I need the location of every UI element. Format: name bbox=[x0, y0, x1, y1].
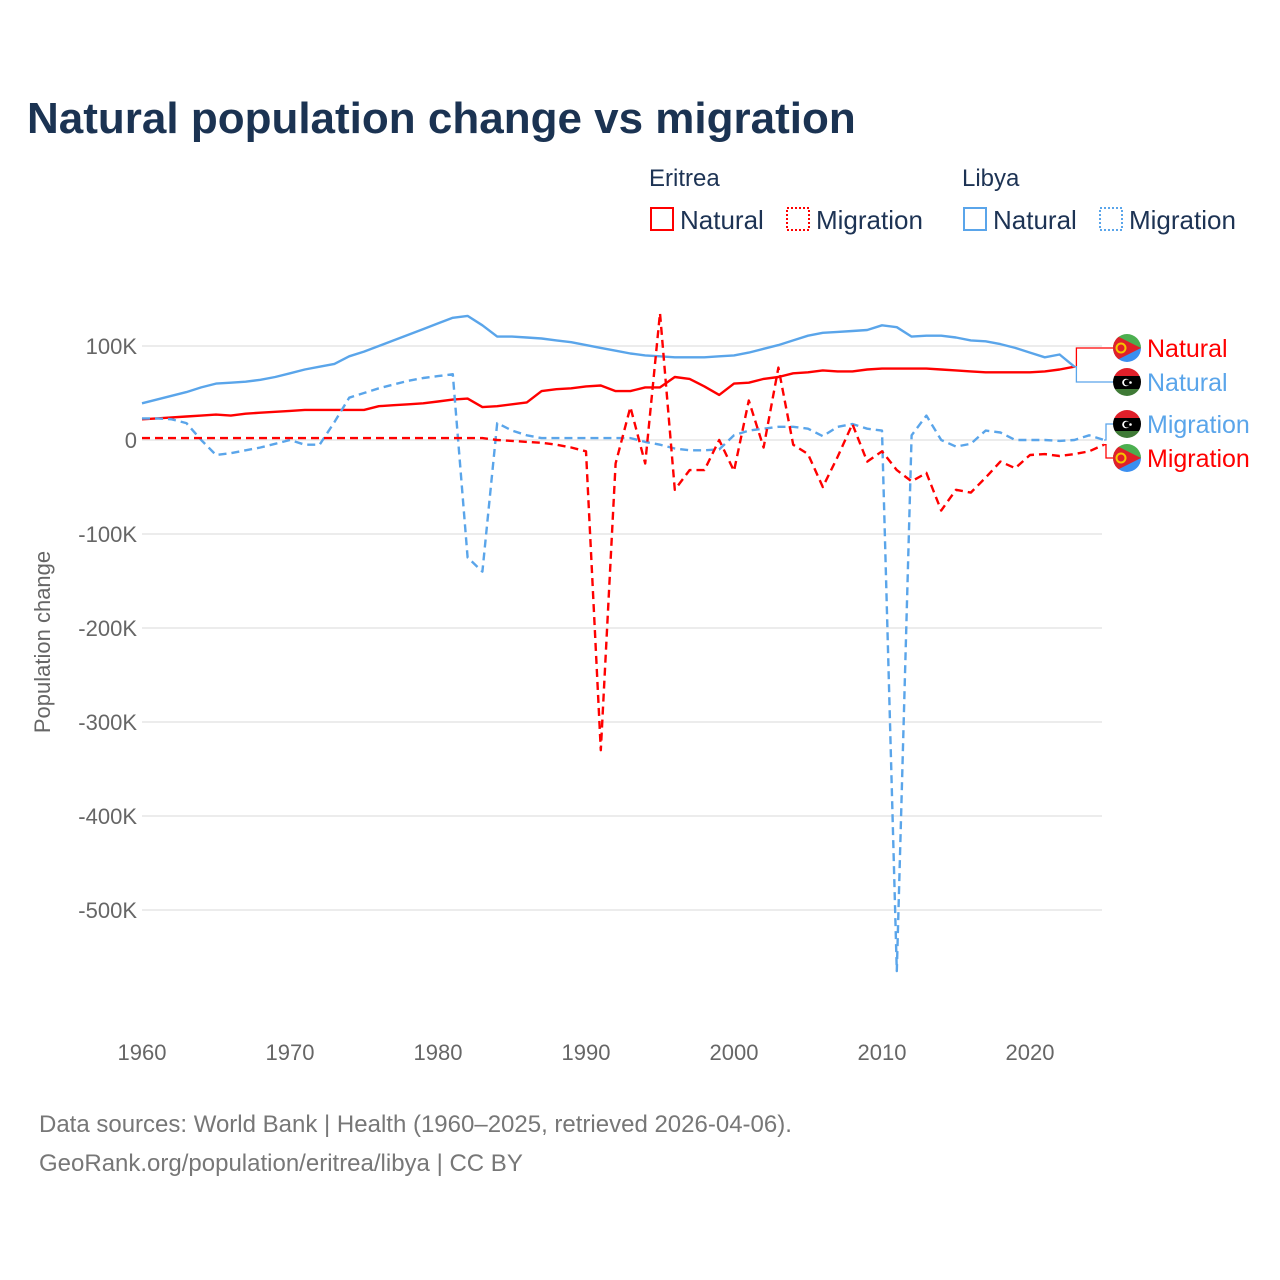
x-tick-label: 1960 bbox=[118, 1040, 167, 1065]
chart-title: Natural population change vs migration bbox=[27, 94, 856, 143]
legend-swatch-eritrea-natural bbox=[650, 207, 674, 231]
legend-item-eritrea-natural[interactable]: Natural bbox=[680, 205, 764, 235]
legend-swatch-eritrea-migration bbox=[786, 207, 810, 231]
series-line-eritrea-natural[interactable] bbox=[141, 365, 1075, 421]
end-label-libya-natural: Natural bbox=[1147, 369, 1228, 397]
y-axis-label: Population change bbox=[30, 551, 55, 733]
legend-swatch-libya-natural bbox=[963, 207, 987, 231]
legend-item-libya-migration[interactable]: Migration bbox=[1129, 205, 1236, 235]
y-tick-label: -200K bbox=[78, 616, 137, 641]
y-axis: 100K 0 -100K -200K -300K -400K -500K bbox=[78, 334, 137, 923]
flag-libya-icon bbox=[1113, 368, 1141, 396]
series-line-libya-migration[interactable] bbox=[142, 373, 1105, 973]
y-tick-label: -500K bbox=[78, 898, 137, 923]
y-tick-label: 100K bbox=[86, 334, 138, 359]
gridlines bbox=[142, 345, 1102, 911]
y-tick-label: -400K bbox=[78, 804, 137, 829]
end-labels: Natural Natural Migration Migration bbox=[1074, 334, 1250, 473]
legend-group-eritrea: Eritrea bbox=[649, 165, 720, 192]
y-tick-label: -300K bbox=[78, 710, 137, 735]
end-label-eritrea-natural: Natural bbox=[1147, 335, 1228, 363]
x-tick-label: 2010 bbox=[858, 1040, 907, 1065]
source-line-2[interactable]: GeoRank.org/population/eritrea/libya | C… bbox=[39, 1150, 523, 1177]
flag-eritrea-icon bbox=[1113, 444, 1141, 472]
label-connector bbox=[1074, 347, 1113, 368]
end-label-eritrea-migration: Migration bbox=[1147, 445, 1250, 473]
legend-group-libya: Libya bbox=[962, 165, 1020, 192]
series-line-libya-natural[interactable] bbox=[141, 314, 1076, 405]
legend-item-libya-natural[interactable]: Natural bbox=[993, 205, 1077, 235]
legend-item-eritrea-migration[interactable]: Migration bbox=[816, 205, 923, 235]
end-label-libya-migration: Migration bbox=[1147, 411, 1250, 439]
legend-swatch-libya-migration bbox=[1099, 207, 1123, 231]
x-tick-label: 2000 bbox=[710, 1040, 759, 1065]
label-connector bbox=[1104, 444, 1113, 459]
label-connector bbox=[1074, 366, 1113, 383]
series-lines bbox=[141, 311, 1105, 973]
x-tick-label: 1990 bbox=[562, 1040, 611, 1065]
x-tick-label: 2020 bbox=[1006, 1040, 1055, 1065]
flag-libya-icon bbox=[1113, 410, 1141, 438]
flag-eritrea-icon bbox=[1113, 334, 1141, 362]
source-line-1: Data sources: World Bank | Health (1960–… bbox=[39, 1111, 792, 1138]
x-tick-label: 1980 bbox=[414, 1040, 463, 1065]
x-tick-label: 1970 bbox=[266, 1040, 315, 1065]
series-line-eritrea-migration[interactable] bbox=[142, 311, 1105, 752]
legend: Eritrea Libya Natural Migration Natural … bbox=[649, 165, 1236, 235]
y-tick-label: 0 bbox=[125, 428, 137, 453]
y-tick-label: -100K bbox=[78, 522, 137, 547]
x-axis: 1960 1970 1980 1990 2000 2010 2020 bbox=[118, 1040, 1055, 1065]
label-connector bbox=[1104, 423, 1113, 441]
